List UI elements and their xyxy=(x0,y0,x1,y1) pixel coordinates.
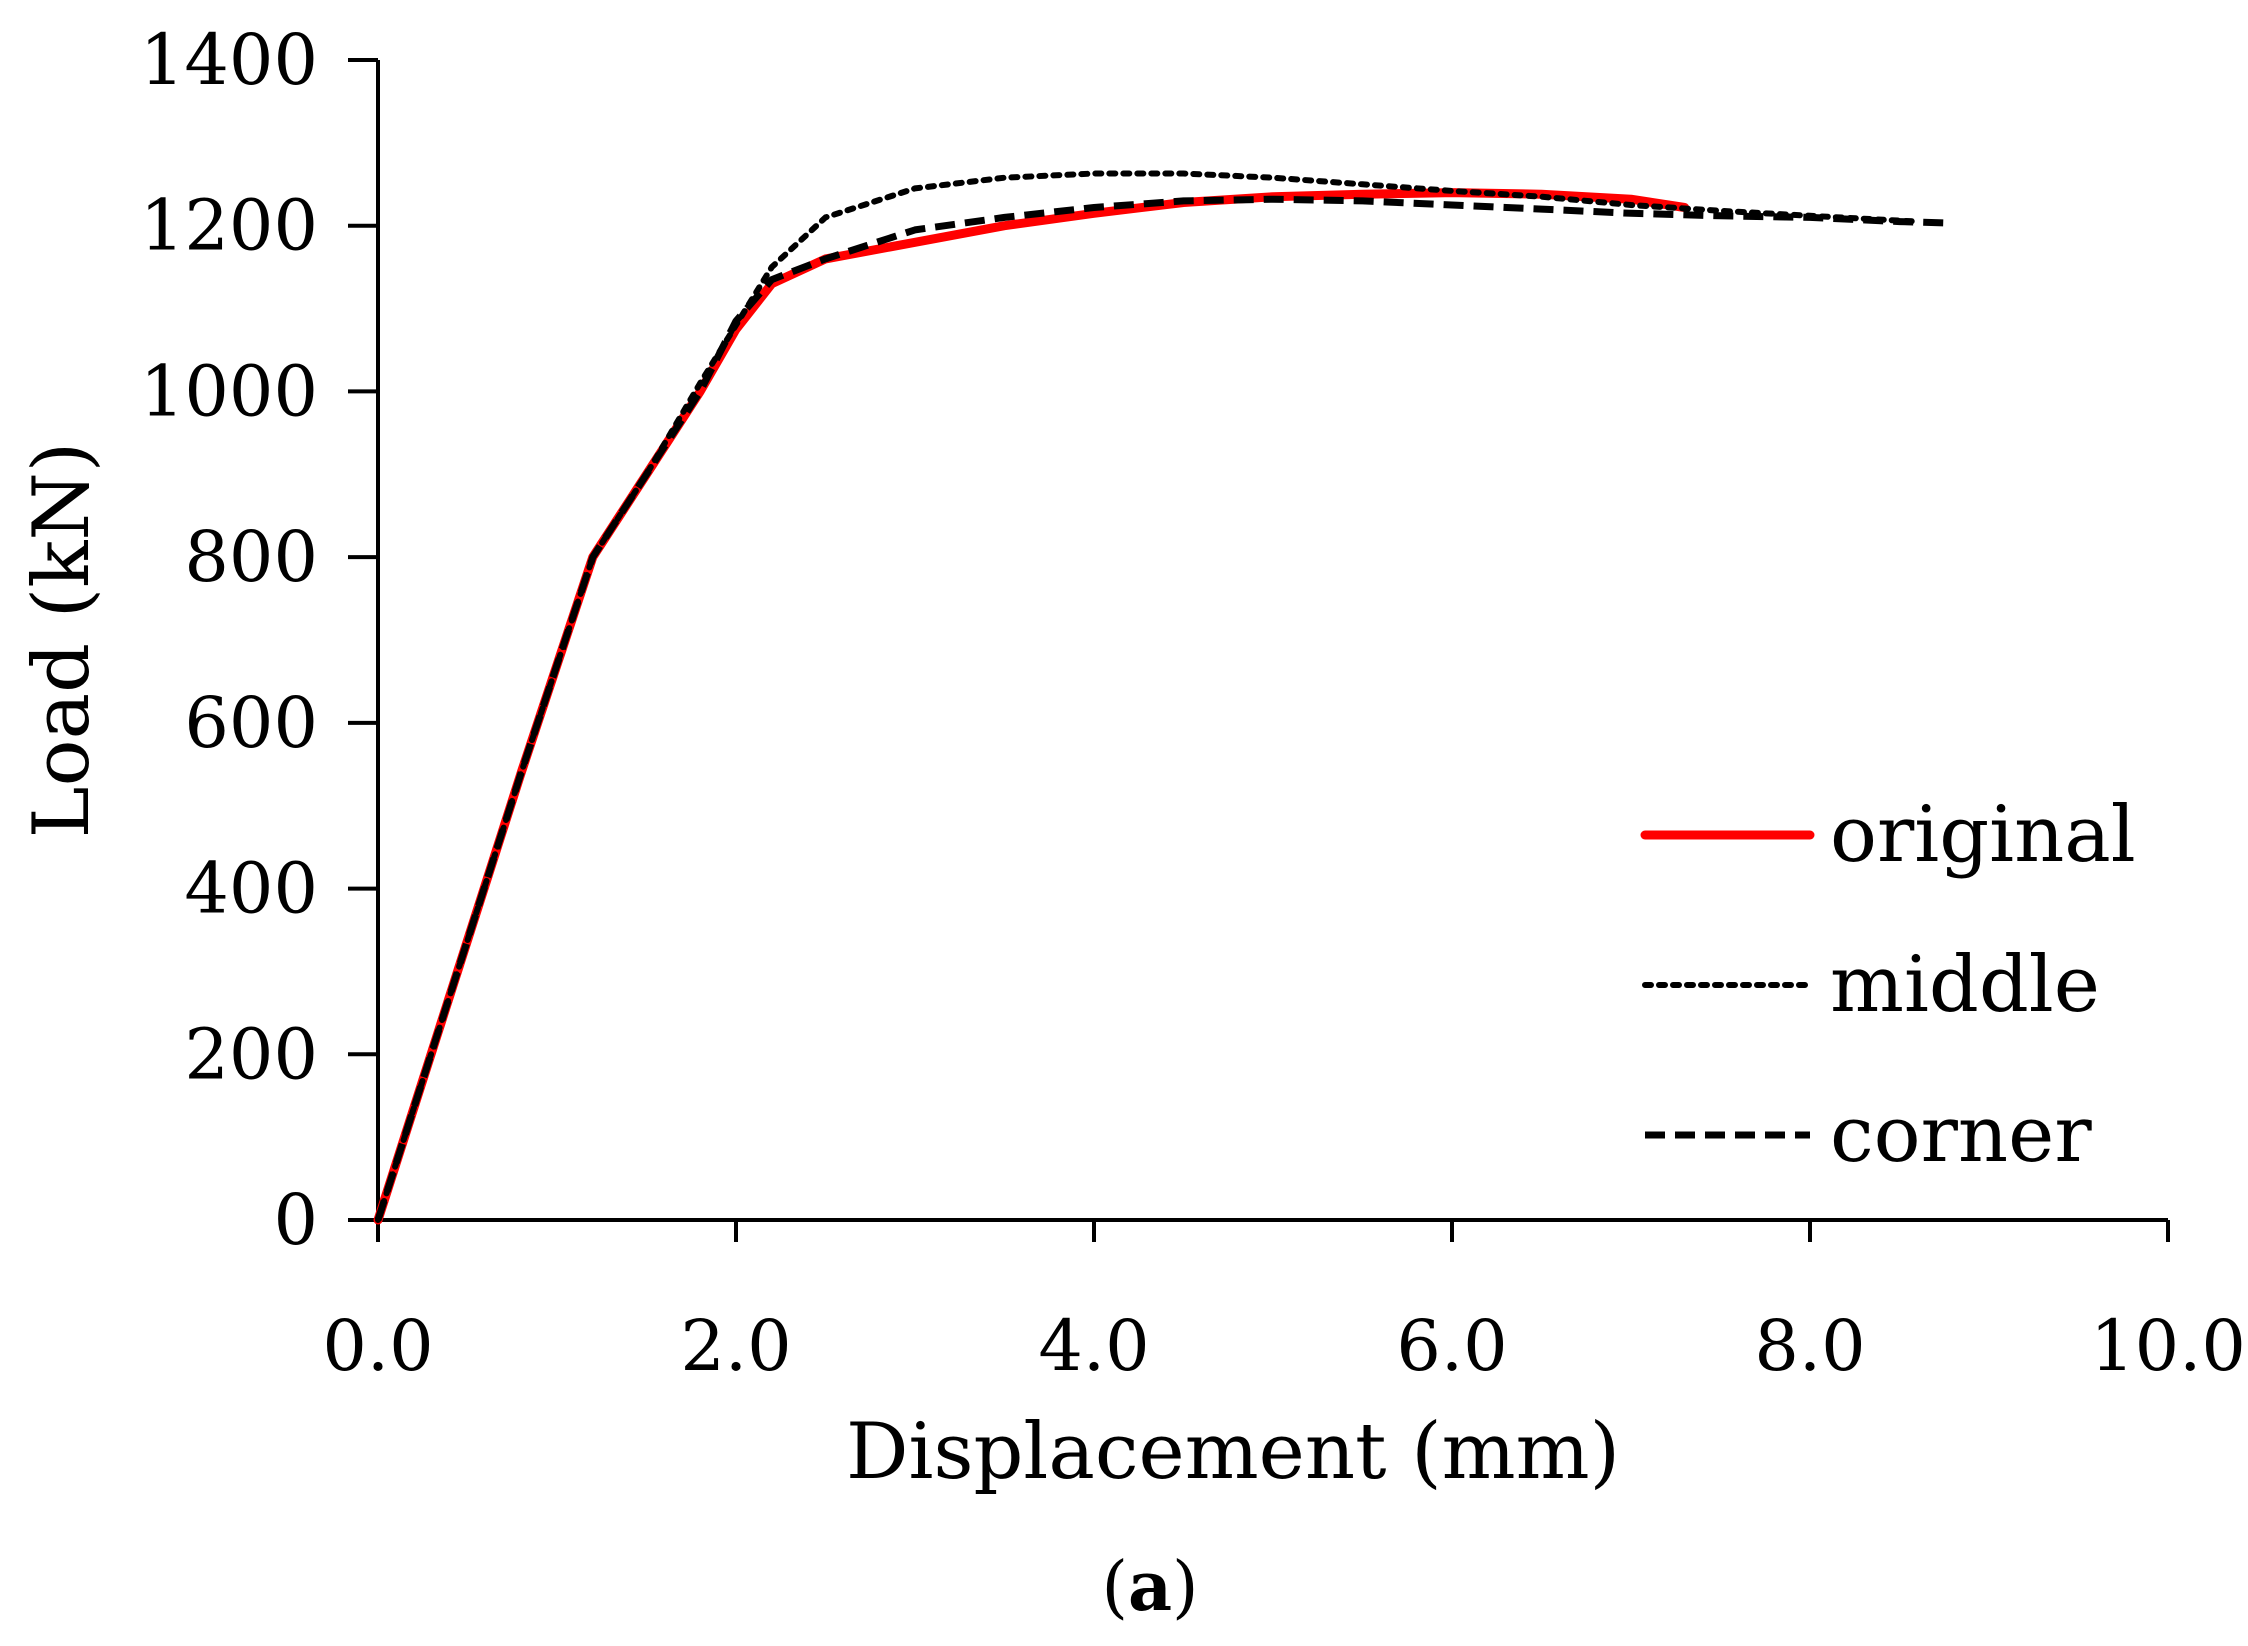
figure-caption: (a) xyxy=(1101,1547,1198,1627)
x-axis-title: Displacement (mm) xyxy=(846,1407,1620,1497)
caption-open-paren: ( xyxy=(1101,1548,1128,1627)
y-tick-label: 400 xyxy=(184,848,318,930)
y-tick-label: 1400 xyxy=(140,19,318,101)
y-tick-label: 600 xyxy=(184,682,318,764)
series-line-corner xyxy=(374,195,1954,1222)
series-line-original xyxy=(373,188,1690,1225)
series-line-middle xyxy=(375,170,1921,1223)
x-tick-label: 10.0 xyxy=(2090,1305,2246,1387)
series-layer xyxy=(373,170,1954,1225)
legend: original middle corner xyxy=(1640,790,2136,1180)
y-tick-label: 0 xyxy=(273,1179,318,1261)
x-tick-label: 8.0 xyxy=(1754,1305,1865,1387)
y-tick-label: 1200 xyxy=(140,185,318,267)
legend-label-corner: corner xyxy=(1830,1090,2092,1180)
y-axis-title: Load (kN) xyxy=(17,442,107,838)
x-tick-label: 2.0 xyxy=(680,1305,791,1387)
y-tick-label: 800 xyxy=(184,516,318,598)
caption-close-paren: ) xyxy=(1172,1548,1199,1627)
x-tick-label: 0.0 xyxy=(322,1305,433,1387)
x-tick-label: 4.0 xyxy=(1038,1305,1149,1387)
axes xyxy=(376,60,2168,1222)
caption-label: a xyxy=(1128,1547,1172,1627)
legend-label-original: original xyxy=(1830,790,2136,880)
y-tick-label: 200 xyxy=(184,1013,318,1095)
legend-label-middle: middle xyxy=(1830,940,2100,1030)
ticks: 0 200 400 600 800 1000 1200 1400 0.0 2.0 4.0 6.0 8.0… xyxy=(140,19,2246,1387)
y-tick-label: 1000 xyxy=(140,350,318,432)
x-tick-label: 6.0 xyxy=(1396,1305,1507,1387)
